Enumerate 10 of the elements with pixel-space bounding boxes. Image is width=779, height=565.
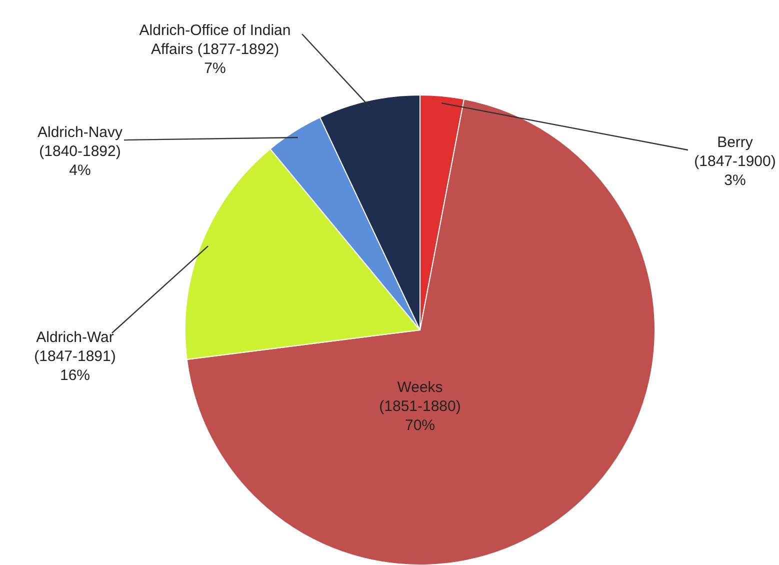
data-label: 7%: [204, 60, 226, 77]
data-label: 16%: [60, 367, 90, 384]
data-label: 70%: [404, 417, 436, 434]
slice-label: Berry (1847-1900): [694, 134, 776, 170]
slice-label: Aldrich-Navy (1840-1892): [37, 124, 124, 160]
data-label: 3%: [724, 172, 746, 189]
slice-label: Aldrich-Office of Indian Affairs (1877-1892): [139, 22, 291, 58]
data-label: 4%: [69, 162, 91, 179]
slice-label: Aldrich-War (1847-1891): [34, 329, 116, 365]
slice-label: Weeks (1851-1880): [379, 379, 461, 415]
